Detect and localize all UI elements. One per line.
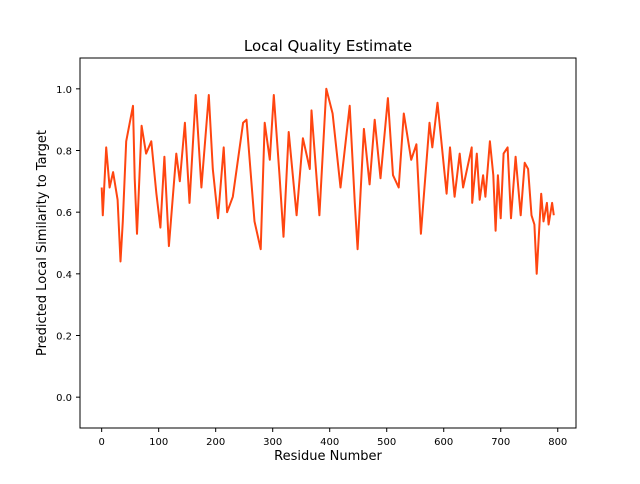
y-tick-label: 0.4 — [56, 270, 72, 281]
x-tick-label: 600 — [434, 437, 453, 448]
chart-title: Local Quality Estimate — [244, 37, 412, 55]
y-tick-label: 0.6 — [56, 208, 72, 219]
y-tick-label: 1.0 — [56, 85, 72, 96]
series-line — [100, 87, 555, 275]
plot-frame — [79, 57, 577, 429]
y-tick-label: 0.8 — [56, 147, 72, 158]
x-tick-label: 200 — [206, 437, 225, 448]
y-axis-label: Predicted Local Similarity to Target — [35, 130, 50, 356]
x-tick-label: 300 — [263, 437, 282, 448]
x-tick-label: 100 — [149, 437, 168, 448]
y-tick-label: 0.0 — [56, 393, 72, 404]
x-tick-label: 400 — [320, 437, 339, 448]
x-axis-label: Residue Number — [274, 449, 382, 464]
x-tick-label: 0 — [98, 437, 104, 448]
x-tick-label: 800 — [548, 437, 567, 448]
x-tick-label: 700 — [491, 437, 510, 448]
y-tick-label: 0.2 — [56, 332, 72, 343]
x-tick-label: 500 — [377, 437, 396, 448]
